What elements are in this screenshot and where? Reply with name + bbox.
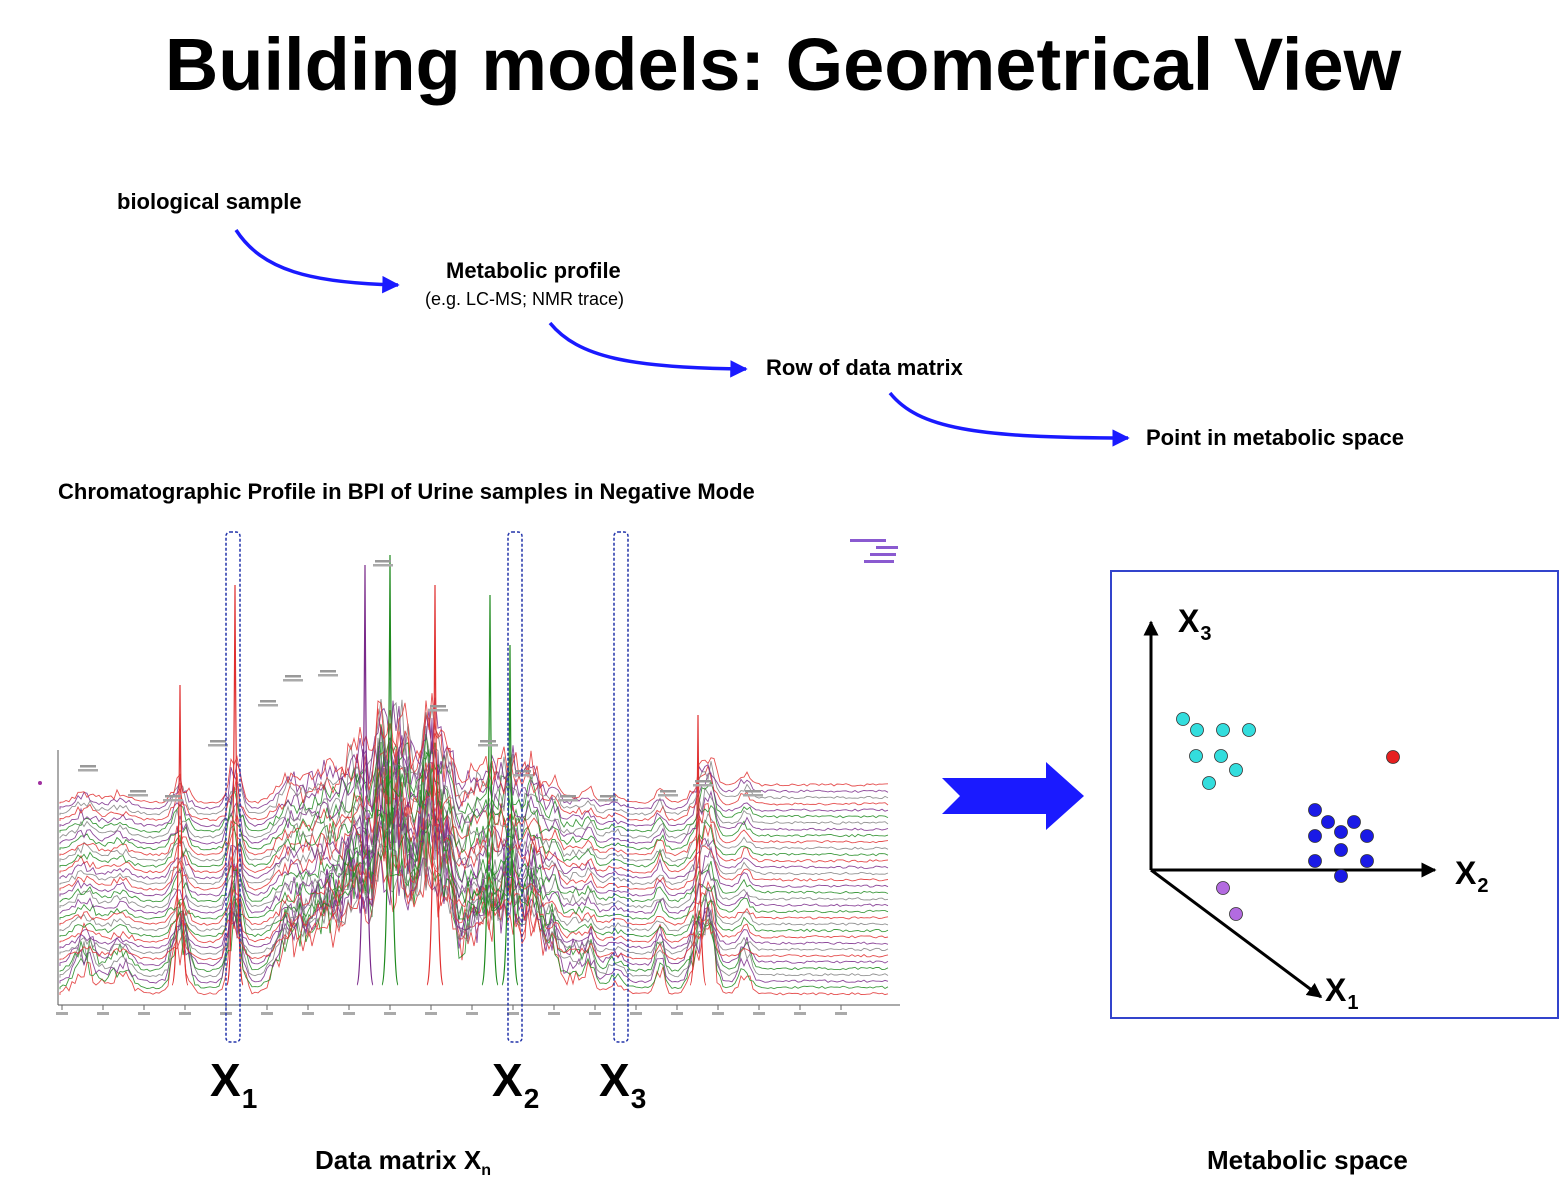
chrom-peak [171,684,189,986]
chromatogram-caption: Chromatographic Profile in BPI of Urine … [58,479,755,504]
chrom-trace [59,693,889,804]
chrom-trace [59,697,889,810]
slide-title: Building models: Geometrical View [164,23,1402,106]
blue-cluster-point [1308,854,1322,868]
chrom-trace [59,821,889,926]
chrom-trace [59,698,889,816]
cyan-cluster-point [1229,763,1243,777]
chrom-trace [59,724,889,851]
cyan-cluster-point [1189,749,1203,763]
chrom-peak [501,644,519,986]
step-metabolic-profile-example: (e.g. LC-MS; NMR trace) [425,289,625,309]
selection-box-x2 [507,531,523,1043]
cyan-cluster-point [1216,723,1230,737]
chrom-trace [59,761,889,862]
step-biological-sample: biological sample [117,189,302,214]
cyan-cluster-point [1202,776,1216,790]
blue-cluster-point [1308,803,1322,817]
chrom-peak [426,584,444,986]
outlier-point [1386,750,1400,764]
metabolic-space-frame [1110,570,1559,1019]
cyan-cluster-point [1214,749,1228,763]
chrom-peak [481,594,499,986]
axis-label-x2: X2 [1455,855,1489,897]
blue-cluster-point [1347,815,1361,829]
chrom-trace [59,848,889,955]
big-transform-arrow [942,762,1084,830]
blue-cluster-point [1360,829,1374,843]
chrom-trace [59,741,889,990]
variable-label-x3: X3 [599,1054,647,1114]
axis-label-x3: X3 [1178,603,1212,645]
step-row-of-data-matrix: Row of data matrix [766,355,963,380]
chrom-trace [59,708,889,822]
blue-cluster-point [1360,854,1374,868]
variable-label-x1: X1 [210,1054,258,1114]
blue-cluster-point [1308,829,1322,843]
axis-label-x1: X1 [1325,972,1359,1014]
chrom-trace [59,802,889,909]
chrom-trace [59,762,889,891]
chrom-trace [59,735,889,845]
flow-arrow-3 [888,391,1130,447]
chrom-peak [381,554,399,986]
flow-arrows [234,229,1130,447]
chrom-trace [59,848,889,949]
flow-arrow-2 [548,321,748,378]
chrom-trace [59,805,889,920]
cyan-cluster-point [1176,712,1190,726]
step-point-in-metabolic-space: Point in metabolic space [1146,425,1404,450]
purple-cluster-point [1229,907,1243,921]
chrom-trace [59,715,889,828]
chrom-trace [59,748,889,996]
chromatogram-image [38,531,900,1043]
chrom-trace [59,760,889,868]
metabolic-space-caption: Metabolic space [1207,1145,1408,1175]
chrom-trace [59,726,889,833]
chrom-trace [59,733,889,839]
blue-cluster-point [1334,843,1348,857]
purple-cluster-point [1216,881,1230,895]
chrom-peak [689,714,707,986]
flow-arrow-1 [234,229,400,294]
selection-box-x1 [225,531,241,1043]
chrom-trace [59,824,889,938]
chrom-trace [59,807,889,915]
axis-x1 [1150,868,1323,999]
selection-box-x3 [613,531,629,1043]
chrom-peak [356,564,374,986]
chrom-trace [59,745,889,984]
chrom-trace [59,761,889,874]
variable-label-x2: X2 [492,1054,540,1114]
data-matrix-caption: Data matrix Xn [315,1145,491,1179]
chrom-trace [59,777,889,880]
chrom-trace [59,792,889,897]
cyan-cluster-point [1242,723,1256,737]
blue-cluster-point [1334,869,1348,883]
blue-cluster-point [1321,815,1335,829]
chrom-trace [59,825,889,944]
chrom-trace [59,795,889,903]
cyan-cluster-point [1190,723,1204,737]
metabolic-space-plot [1110,570,1559,1019]
blue-cluster-point [1334,825,1348,839]
chrom-trace [59,824,889,932]
step-metabolic-profile: Metabolic profile [446,258,621,283]
